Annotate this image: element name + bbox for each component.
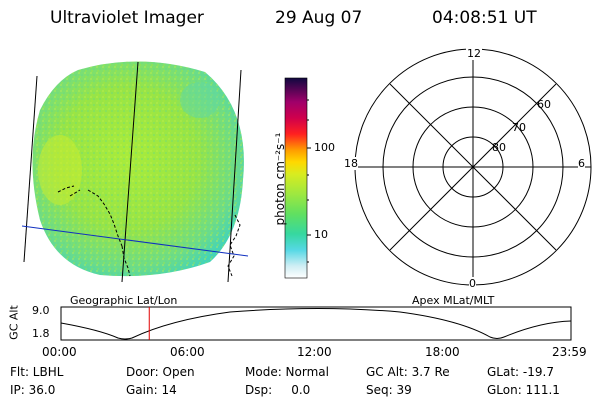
alt-tick-9: 9.0 (32, 304, 50, 317)
coastline (57, 185, 123, 247)
time-tick: 12:00 (297, 345, 332, 359)
seq-status: Seq: 39 (366, 383, 412, 397)
meridian-line (227, 69, 242, 283)
mlt-label-0: 0 (469, 277, 476, 290)
glat-status: GLat: -19.7 (487, 365, 554, 379)
alt-tick-1-8: 1.8 (32, 327, 50, 340)
gc-alt-axis-label: GC Alt (7, 305, 21, 340)
mlat-label-70: 70 (512, 121, 526, 134)
mlat-label-60: 60 (537, 98, 551, 111)
colorbar (284, 77, 311, 279)
glon-status: GLon: 111.1 (487, 383, 560, 397)
mlt-label-6: 6 (578, 157, 585, 170)
mlt-label-12: 12 (466, 47, 482, 60)
mlat-label-80: 80 (492, 141, 506, 154)
filter-status: Flt: LBHL (10, 365, 64, 379)
meridian-line (121, 61, 139, 283)
dsp-status: Dsp: 0.0 (245, 383, 311, 397)
apex-caption: Apex MLat/MLT (412, 294, 495, 307)
time-tick: 06:00 (170, 345, 205, 359)
instrument-title: Ultraviolet Imager (50, 8, 204, 28)
time-tick: 18:00 (425, 345, 460, 359)
meridian-line (23, 75, 38, 263)
time-label: 04:08:51 UT (432, 8, 537, 28)
colorbar-tick-100: 100 (314, 141, 335, 154)
auroral-image (21, 61, 249, 283)
polar-grid (354, 48, 592, 286)
latitude-line (21, 225, 249, 257)
gain-status: Gain: 14 (126, 383, 177, 397)
mlt-label-18: 18 (344, 157, 358, 170)
date-label: 29 Aug 07 (275, 8, 363, 28)
colorbar-tick-10: 10 (314, 228, 328, 241)
ip-status: IP: 36.0 (10, 383, 56, 397)
time-tick: 23:59 (552, 345, 587, 359)
mode-status: Mode: Normal (245, 365, 329, 379)
time-tick: 00:00 (42, 345, 77, 359)
colorbar-unit-label: photon cm⁻²s⁻¹ (273, 132, 287, 226)
door-status: Door: Open (126, 365, 195, 379)
geographic-caption: Geographic Lat/Lon (70, 294, 178, 307)
gc-alt-status: GC Alt: 3.7 Re (366, 365, 450, 379)
altitude-plot (60, 306, 572, 341)
